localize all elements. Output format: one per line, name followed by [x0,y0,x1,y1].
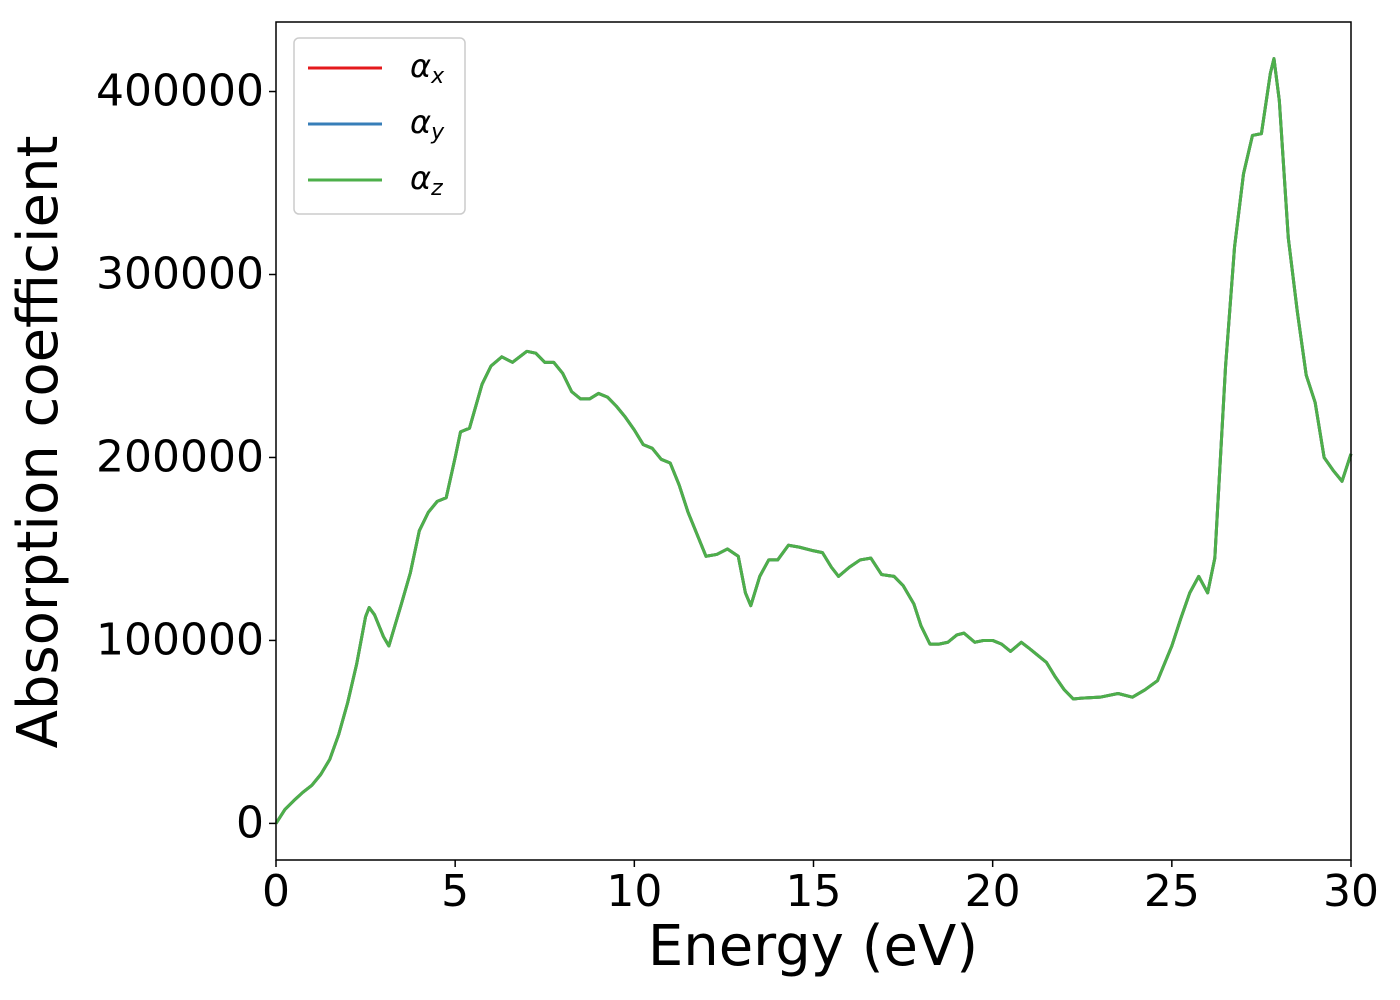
y-tick-label: 200000 [96,431,264,482]
series-line [274,57,1353,825]
y-axis-label: Absorption coefficient [6,136,71,749]
legend: αx αy αz [293,37,466,215]
y-tick-label: 0 [236,797,264,848]
legend-label: αy [410,103,445,145]
x-tick-label: 10 [606,866,662,917]
x-tick-label: 30 [1323,866,1379,917]
legend-label: αx [410,47,445,89]
plot-frame [275,21,1352,861]
x-tick-label: 15 [786,866,842,917]
x-axis-label: Energy (eV) [648,914,978,979]
x-tick-label: 5 [441,866,469,917]
x-tick-label: 25 [1144,866,1200,917]
x-tick-label: 0 [262,866,290,917]
y-tick-label: 300000 [96,248,264,299]
y-tick-label: 100000 [96,614,264,665]
legend-box [293,37,466,215]
y-tick-label: 400000 [96,66,264,117]
x-tick-label: 20 [965,866,1021,917]
legend-label: αz [410,159,443,201]
